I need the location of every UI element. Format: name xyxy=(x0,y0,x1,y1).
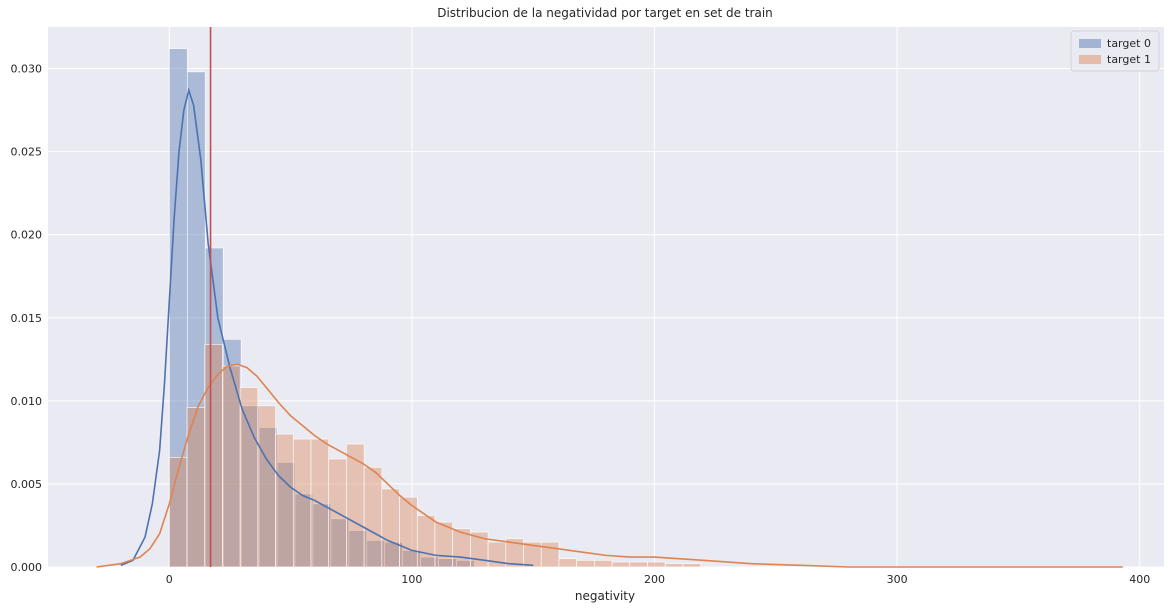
histogram-bar-target-1 xyxy=(664,563,684,568)
y-tick-label: 0.010 xyxy=(11,395,43,408)
histogram-bar-target-1 xyxy=(434,521,453,568)
y-tick-label: 0.025 xyxy=(11,146,43,159)
legend: target 0 target 1 xyxy=(1070,30,1160,72)
axis-ticks: 0 100 200 300 400 0.000 0.005 0.010 0.015 0.020 0.… xyxy=(11,63,1151,586)
legend-swatch xyxy=(1079,39,1101,48)
y-tick-label: 0.000 xyxy=(11,561,43,574)
histogram-bar-target-1 xyxy=(363,467,383,568)
histogram-bar-target-1 xyxy=(169,457,188,568)
plot-area xyxy=(48,27,1164,567)
histogram-bar-target-1 xyxy=(239,387,259,568)
histogram-bar-target-1 xyxy=(647,561,666,568)
histogram-bar-target-1 xyxy=(629,561,648,568)
kde-line-target-0 xyxy=(120,87,534,567)
kde-line-target-1 xyxy=(96,363,1123,568)
histogram-bar-target-1 xyxy=(558,558,577,568)
histogram-bar-target-1 xyxy=(275,433,294,568)
histogram-bar-target-1 xyxy=(594,560,613,568)
legend-swatch xyxy=(1079,55,1101,64)
histogram-bar-target-1 xyxy=(682,563,701,568)
histogram-bars xyxy=(169,48,701,568)
y-tick-label: 0.015 xyxy=(11,312,43,325)
chart-title: Distribucion de la negatividad por targe… xyxy=(437,6,773,20)
histogram-bar-target-1 xyxy=(381,488,400,568)
histogram-bar-target-1 xyxy=(416,515,436,568)
x-tick-label: 300 xyxy=(887,573,908,586)
histogram-bar-target-1 xyxy=(292,438,312,568)
y-tick-label: 0.020 xyxy=(11,229,43,242)
legend-box xyxy=(1070,30,1160,72)
kde-lines xyxy=(96,87,1123,568)
histogram-bar-target-1 xyxy=(576,560,595,568)
histogram-bar-target-1 xyxy=(540,541,560,568)
x-tick-label: 0 xyxy=(166,573,173,586)
x-tick-label: 400 xyxy=(1129,573,1150,586)
histogram-bar-target-1 xyxy=(257,405,276,568)
x-axis-label: negativity xyxy=(575,589,635,603)
legend-label: target 0 xyxy=(1107,37,1151,50)
x-tick-label: 200 xyxy=(644,573,665,586)
legend-label: target 1 xyxy=(1107,53,1151,66)
histogram-bar-target-1 xyxy=(611,561,631,568)
y-tick-label: 0.005 xyxy=(11,478,43,491)
y-tick-label: 0.030 xyxy=(11,63,43,76)
histogram-bar-target-1 xyxy=(204,344,223,568)
grid-lines xyxy=(48,27,1164,568)
x-tick-label: 100 xyxy=(401,573,422,586)
